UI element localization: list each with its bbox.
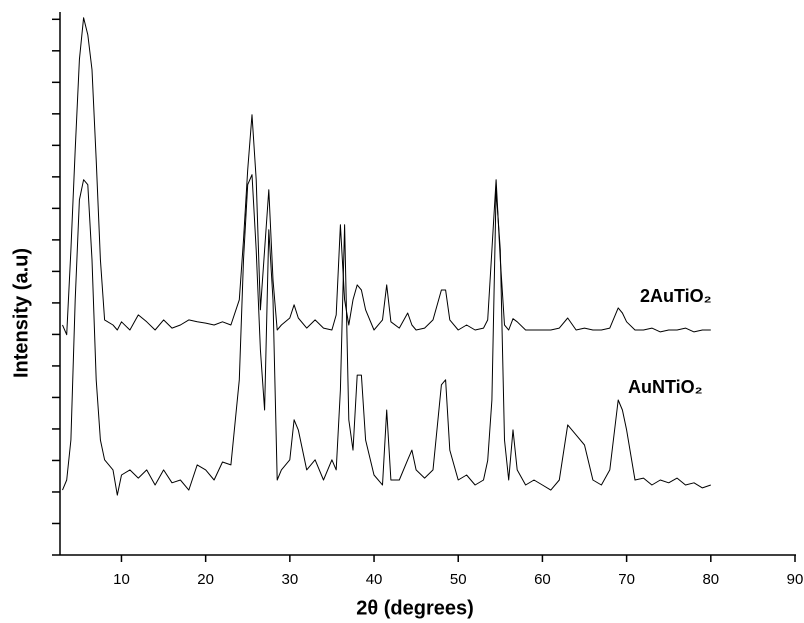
legend-label: 2AuTiO₂	[640, 286, 712, 306]
x-tick-label: 90	[787, 571, 804, 588]
x-tick-label: 30	[282, 571, 299, 588]
x-axis-label: 2θ (degrees)	[356, 597, 474, 619]
x-tick-label: 80	[702, 571, 719, 588]
x-tick-label: 60	[534, 571, 551, 588]
x-tick-label: 50	[450, 571, 467, 588]
x-tick-label: 10	[113, 571, 130, 588]
x-tick-label: 70	[618, 571, 635, 588]
legend-label: AuNTiO₂	[628, 377, 703, 397]
data-line	[62, 174, 711, 496]
data-line	[62, 17, 711, 336]
y-axis-label: Intensity (a.u)	[10, 248, 32, 378]
x-tick-label: 20	[197, 571, 214, 588]
x-tick-label: 40	[366, 571, 383, 588]
